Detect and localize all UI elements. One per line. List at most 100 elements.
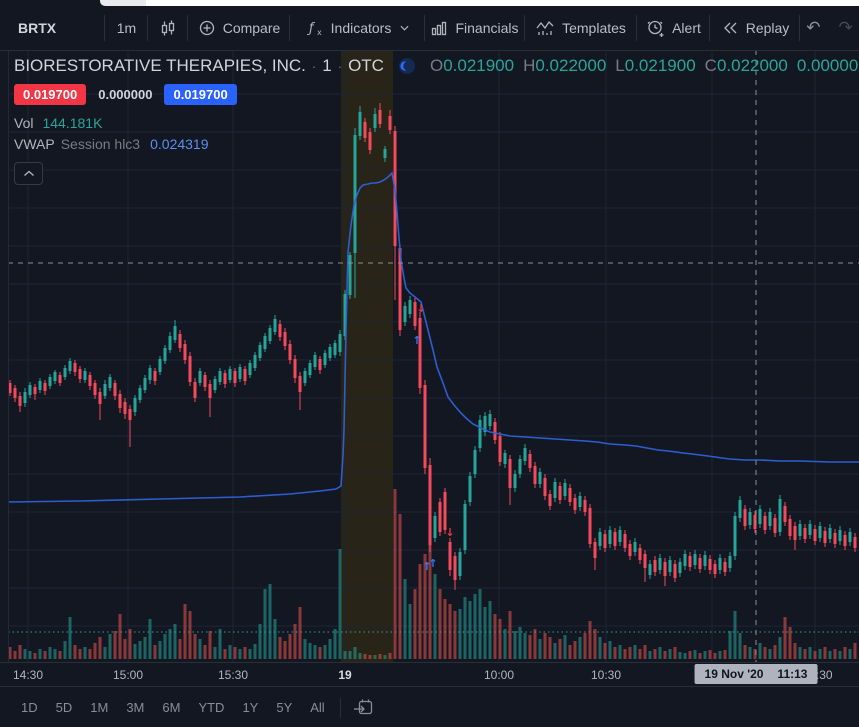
volume-bar [548, 637, 552, 659]
candle-body [73, 363, 77, 372]
interval-button[interactable]: 1m [105, 6, 148, 50]
top-toolbar: BRTX 1m Compare ƒ x Indicators Financial… [0, 6, 859, 51]
candle-body [498, 436, 502, 462]
chart-canvas[interactable]: ↑↓↑↑↓ [0, 0, 859, 662]
collapse-legend-button[interactable] [14, 162, 43, 185]
volume-bar [8, 647, 12, 659]
volume-bar [363, 654, 367, 659]
financials-button[interactable]: Financials [425, 6, 525, 50]
time-label: 14:30 [12, 668, 44, 682]
range-button-1d[interactable]: 1D [21, 700, 38, 715]
range-button-1y[interactable]: 1Y [242, 700, 259, 715]
volume-bar [13, 651, 17, 659]
range-button-3m[interactable]: 3M [126, 700, 145, 715]
volume-bar [78, 649, 82, 659]
svg-text:ƒ: ƒ [306, 21, 316, 36]
volume-bar [98, 637, 102, 659]
candle-body [443, 492, 447, 530]
chart-style-button[interactable] [148, 6, 188, 50]
candle-body [508, 459, 512, 488]
symbol-button[interactable]: BRTX [0, 6, 105, 50]
volume-bar [143, 637, 147, 659]
time-label: 10:30 [590, 668, 622, 682]
replay-button[interactable]: Replay [710, 6, 800, 50]
goto-date-icon [353, 699, 372, 714]
volume-bar [808, 647, 812, 659]
candle-body [248, 363, 252, 375]
volume-bar [748, 647, 752, 659]
volume-bar [188, 611, 192, 659]
volume-bar [568, 645, 572, 659]
volume-bar [613, 647, 617, 659]
volume-bar [843, 647, 847, 659]
templates-button[interactable]: Templates [525, 6, 637, 50]
volume-bar [663, 651, 667, 659]
symbol-title[interactable]: BIORESTORATIVE THERAPIES, INC. [14, 56, 306, 75]
candle-body [253, 355, 257, 368]
buy-marker-icon: ↑ [412, 334, 421, 347]
volume-bar [633, 645, 637, 659]
svg-text:x: x [317, 28, 322, 36]
candle-body [528, 454, 532, 468]
candle-body [158, 359, 162, 372]
browser-tab-edge [100, 0, 146, 6]
legend-interval: 1 [322, 56, 332, 75]
sell-button[interactable]: 0.019700 [14, 84, 87, 105]
indicators-button[interactable]: ƒ x Indicators [290, 6, 425, 50]
candle-body [758, 509, 762, 524]
candle-body [403, 306, 407, 322]
undo-icon[interactable]: ↶ [806, 18, 821, 37]
candle-body [633, 542, 637, 552]
candle-body [333, 343, 337, 355]
volume-value: 144.181K [42, 115, 103, 131]
volume-bar [408, 604, 412, 659]
candle-body [293, 359, 297, 378]
candle-body [193, 382, 197, 398]
range-button-5y[interactable]: 5Y [276, 700, 293, 715]
candle-body [428, 465, 432, 545]
volume-bar [653, 649, 657, 659]
range-button-5d[interactable]: 5D [55, 700, 73, 715]
volume-bar [303, 639, 307, 659]
volume-bar [503, 629, 507, 659]
candle-body [688, 556, 692, 567]
alert-button[interactable]: Alert [637, 6, 710, 50]
candle-body [843, 535, 847, 546]
candle-body [648, 564, 652, 575]
range-button-1m[interactable]: 1M [90, 700, 109, 715]
candle-body [653, 560, 657, 572]
goto-date-button[interactable] [353, 698, 375, 718]
vwap-params: Session hlc3 [60, 136, 141, 152]
volume-bar [223, 649, 227, 659]
candle-body [838, 530, 842, 541]
candle-body [493, 422, 497, 440]
volume-bar [728, 631, 732, 659]
redo-icon[interactable]: ↷ [838, 18, 853, 37]
range-switcher: 1D 5D 1M 3M 6M YTD 1Y 5Y All [12, 696, 334, 719]
volume-bar [838, 651, 842, 659]
candle-body [108, 377, 112, 388]
chevron-down-icon [400, 25, 409, 31]
volume-bar [203, 645, 207, 659]
buy-button[interactable]: 0.019700 [164, 84, 237, 105]
compare-button[interactable]: Compare [188, 6, 290, 50]
candle-body [503, 453, 507, 464]
candle-body [313, 355, 317, 367]
volume-bar [168, 629, 172, 659]
range-button-all[interactable]: All [310, 700, 325, 715]
range-button-6m[interactable]: 6M [162, 700, 181, 715]
volume-bar [63, 641, 67, 659]
candle-body [588, 508, 592, 544]
volume-bar [738, 633, 742, 659]
volume-bar [813, 651, 817, 659]
replay-label: Replay [745, 20, 790, 36]
candle-body [233, 371, 237, 383]
vwap-label[interactable]: VWAP [14, 136, 55, 152]
volume-bar [618, 645, 622, 659]
replay-icon [723, 22, 737, 34]
candle-body [273, 319, 277, 332]
candle-body [453, 556, 457, 580]
range-button-ytd[interactable]: YTD [198, 700, 225, 715]
volume-bar [488, 601, 492, 659]
